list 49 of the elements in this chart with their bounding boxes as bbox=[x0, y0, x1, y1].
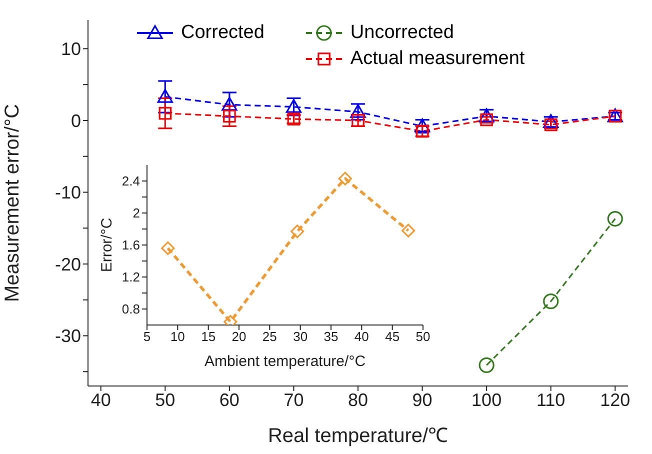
x-tick-label: 15 bbox=[201, 329, 216, 344]
y-tick-label: -10 bbox=[54, 182, 81, 203]
y-tick-label: 2 bbox=[132, 206, 140, 221]
x-tick-label: 35 bbox=[324, 329, 338, 344]
x-tick-label: 50 bbox=[416, 329, 430, 344]
y-tick-label: -30 bbox=[54, 326, 81, 346]
x-tick-label: 5 bbox=[143, 329, 151, 344]
point bbox=[157, 88, 173, 103]
x-tick-label: 20 bbox=[232, 329, 246, 344]
y-axis-title: Error/°C bbox=[98, 218, 116, 272]
legend-label: Uncorrected bbox=[350, 22, 454, 44]
y-tick-label: 2.4 bbox=[122, 174, 140, 189]
point bbox=[158, 106, 172, 120]
point bbox=[338, 172, 352, 186]
x-tick-label: 10 bbox=[170, 329, 185, 344]
point bbox=[286, 99, 302, 113]
point bbox=[543, 294, 559, 310]
point bbox=[290, 224, 304, 238]
x-tick-label: 40 bbox=[90, 390, 111, 410]
x-tick-label: 30 bbox=[293, 329, 308, 344]
x-tick-label: 90 bbox=[412, 390, 432, 410]
x-axis-title: Real temperature/℃ bbox=[268, 425, 448, 447]
x-tick-label: 80 bbox=[348, 390, 368, 410]
x-tick-label: 25 bbox=[262, 329, 277, 344]
x-axis-title: Ambient temperature/°C bbox=[204, 353, 366, 370]
x-tick-label: 60 bbox=[219, 390, 240, 410]
y-tick-label: 0.8 bbox=[122, 302, 140, 317]
point bbox=[401, 224, 416, 238]
x-tick-label: 120 bbox=[600, 390, 630, 410]
legend-label: Actual measurement bbox=[350, 48, 525, 70]
y-tick-label: 10 bbox=[60, 39, 81, 60]
point bbox=[478, 357, 494, 373]
x-tick-label: 100 bbox=[472, 390, 502, 410]
point bbox=[223, 110, 236, 123]
x-tick-label: 70 bbox=[284, 390, 304, 410]
y-tick-label: 1.2 bbox=[122, 270, 140, 285]
point bbox=[222, 96, 238, 111]
y-tick-label: 0 bbox=[70, 110, 81, 131]
legend-label: Corrected bbox=[181, 22, 264, 44]
x-tick-label: 110 bbox=[536, 390, 566, 410]
y-tick-label: 1.6 bbox=[122, 238, 140, 253]
x-tick-label: 40 bbox=[354, 329, 369, 344]
x-tick-label: 45 bbox=[385, 329, 400, 344]
x-tick-label: 50 bbox=[155, 390, 176, 410]
point bbox=[350, 104, 366, 118]
y-tick-label: -20 bbox=[54, 254, 81, 274]
point bbox=[607, 210, 623, 227]
y-axis-title: Measurement error/°C bbox=[2, 104, 24, 302]
point bbox=[161, 241, 175, 255]
